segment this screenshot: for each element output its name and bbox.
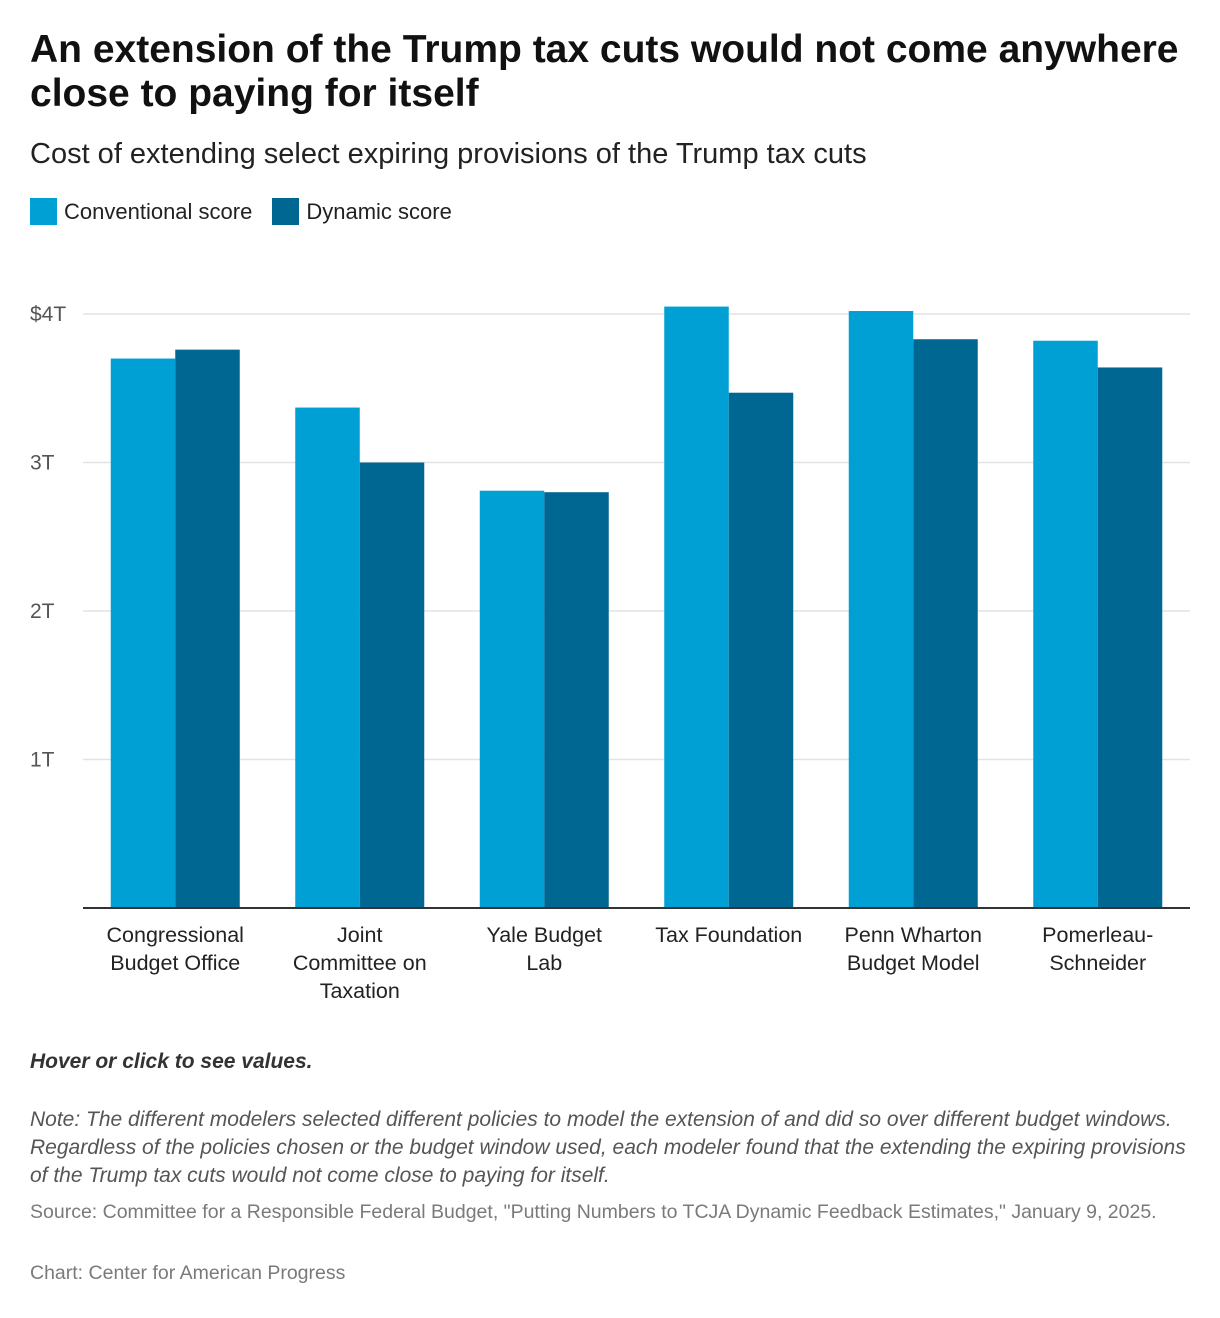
y-tick-label: 1T xyxy=(30,749,55,772)
x-tick-label: Yale Budget Lab xyxy=(486,923,602,975)
bar-conventional[interactable]: Conventional score: $2.81T xyxy=(479,490,545,908)
legend: Conventional score Dynamic score xyxy=(30,198,472,225)
y-tick-label: $4T xyxy=(30,303,66,326)
y-tick-label: 3T xyxy=(30,452,55,475)
bar-conventional[interactable]: Conventional score: $3.7T xyxy=(110,358,176,908)
hover-hint: Hover or click to see values. xyxy=(30,1050,313,1073)
chart-title: An extension of the Trump tax cuts would… xyxy=(30,28,1179,115)
legend-swatch-dynamic xyxy=(272,198,300,225)
x-tick-label: Tax Foundation xyxy=(655,923,802,947)
legend-label-conventional: Conventional score xyxy=(64,198,253,224)
legend-item-conventional[interactable]: Conventional score xyxy=(30,198,252,225)
bar-conventional[interactable]: Conventional score: $4.02T xyxy=(848,311,914,908)
x-tick-label: Pomerleau-Schneider xyxy=(1042,923,1153,975)
chart-credit: Chart: Center for American Progress xyxy=(30,1262,346,1284)
bar-conventional[interactable]: Conventional score: $3.37T xyxy=(295,407,360,908)
bar-conventional[interactable]: Conventional score: $4.05T xyxy=(664,306,729,908)
x-tick-label: Penn Wharton Budget Model xyxy=(845,923,982,975)
chart-subtitle: Cost of extending select expiring provis… xyxy=(30,138,867,170)
bar-conventional[interactable]: Conventional score: $3.82T xyxy=(1033,340,1098,909)
bar-dynamic[interactable]: Dynamic score: $3.83T xyxy=(913,339,978,908)
legend-item-dynamic[interactable]: Dynamic score xyxy=(272,198,452,225)
legend-label-dynamic: Dynamic score xyxy=(306,198,452,224)
chart-note: Note: The different modelers selected di… xyxy=(30,1108,1186,1187)
y-tick-label: 2T xyxy=(30,600,55,623)
bar-dynamic[interactable]: Dynamic score: $3.64T xyxy=(1097,367,1163,909)
x-tick-label: Joint Committee on Taxation xyxy=(293,923,427,1003)
bar-dynamic[interactable]: Dynamic score: $3.76T xyxy=(175,349,240,908)
legend-swatch-conventional xyxy=(30,198,57,225)
bar-dynamic[interactable]: Dynamic score: $2.8T xyxy=(544,492,609,908)
chart-source: Source: Committee for a Responsible Fede… xyxy=(30,1201,1157,1223)
x-tick-label: Congressional Budget Office xyxy=(107,923,244,975)
bar-dynamic[interactable]: Dynamic score: $3T xyxy=(359,462,425,909)
bar-dynamic[interactable]: Dynamic score: $3.47T xyxy=(728,392,794,908)
